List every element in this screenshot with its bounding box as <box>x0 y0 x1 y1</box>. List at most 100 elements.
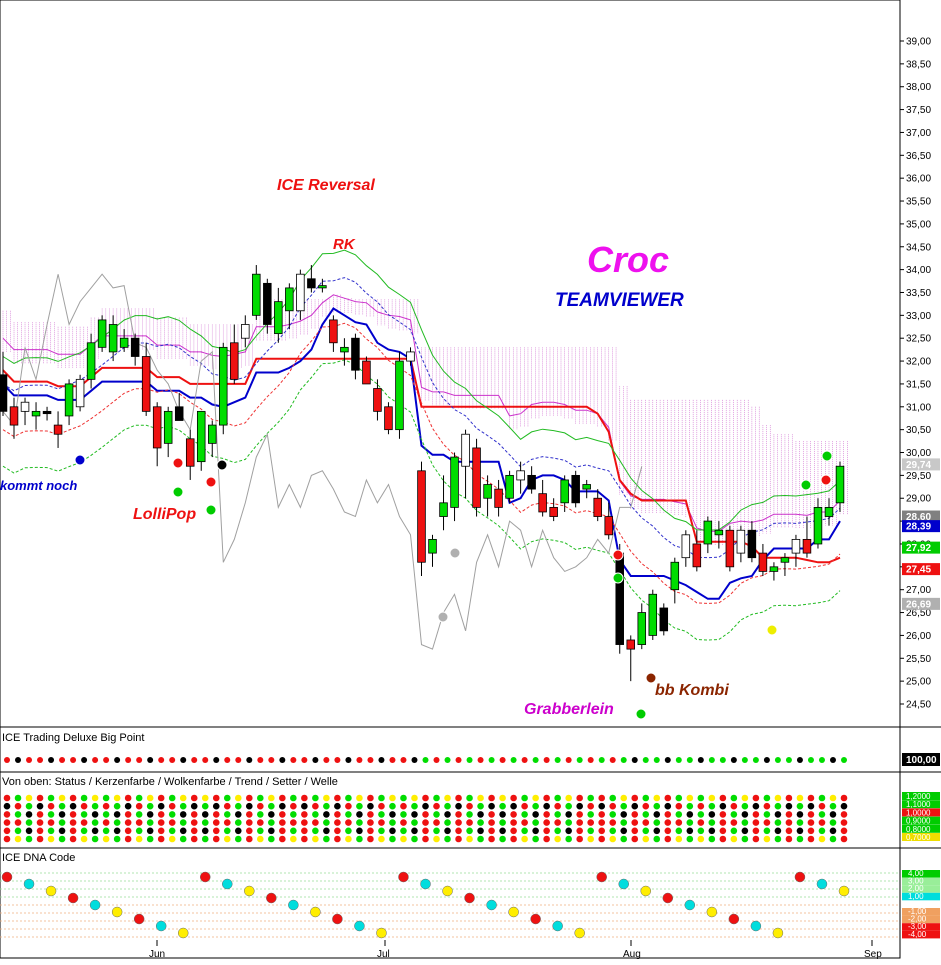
status-dot <box>58 811 66 818</box>
status-dot <box>356 835 363 843</box>
candle-body <box>714 529 724 536</box>
big-point-dot <box>510 757 517 763</box>
status-dot <box>345 827 352 835</box>
status-dot <box>257 819 264 826</box>
status-dot <box>444 827 451 835</box>
status-dot <box>400 835 407 843</box>
big-point-dot <box>389 757 396 763</box>
status-dot <box>433 802 440 810</box>
status-dot <box>675 819 683 826</box>
status-dot <box>576 835 583 843</box>
status-dot <box>763 794 771 802</box>
annotation-grabberlein: Grabberlein <box>524 701 614 718</box>
status-dot <box>323 811 330 818</box>
status-dot <box>642 827 650 835</box>
candle-body <box>406 351 415 362</box>
status-dot <box>389 827 396 835</box>
big-point-dot <box>92 757 99 763</box>
candle-body <box>593 497 602 517</box>
chart-title: TEAMVIEWER <box>555 290 684 311</box>
status-dot <box>829 827 837 835</box>
big-point-dot <box>235 757 242 763</box>
status-dot <box>69 794 77 802</box>
dna-dot <box>89 899 101 911</box>
status-dot <box>807 827 815 835</box>
annotation-ice-reversal: ICE Reversal <box>277 177 375 194</box>
big-point-dot <box>202 757 209 763</box>
candle-body <box>340 346 349 353</box>
y-tick-label: 36,00 <box>906 174 931 185</box>
dna-dot <box>155 920 167 932</box>
dna-dot <box>816 878 828 890</box>
dna-tag <box>902 915 940 924</box>
status-dot <box>565 794 572 802</box>
status-dot <box>642 802 650 810</box>
status-dot <box>157 835 165 843</box>
status-dot <box>521 827 528 835</box>
dna-tag <box>902 892 940 901</box>
big-point-dot <box>631 757 638 763</box>
status-dot <box>686 819 694 826</box>
big-point-dot <box>158 757 165 763</box>
price-tag <box>902 458 940 471</box>
candle-body <box>64 383 74 417</box>
status-dot <box>323 794 330 802</box>
big-point-dot <box>136 757 143 763</box>
status-dot <box>25 794 33 802</box>
status-dot <box>367 819 374 826</box>
price-tag-label: 27,92 <box>906 543 931 554</box>
x-tick-label: Jul <box>377 949 390 960</box>
big-point-dot <box>323 757 330 763</box>
candle-body <box>681 534 691 559</box>
status-dot <box>807 819 815 826</box>
status-dot <box>245 794 253 802</box>
y-tick-label: 30,50 <box>906 425 931 436</box>
big-point-dot <box>499 757 506 763</box>
status-dot <box>708 827 716 835</box>
candle-body <box>230 342 239 380</box>
status-dot <box>840 835 848 843</box>
y-tick-label: 31,50 <box>906 379 931 390</box>
dna-tag <box>902 923 940 931</box>
status-dot <box>69 819 77 826</box>
status-dot <box>290 827 297 835</box>
status-dot <box>234 811 242 818</box>
signal-dot <box>821 450 833 462</box>
status-dot <box>135 794 143 802</box>
status-dot <box>146 802 154 810</box>
status-dot <box>752 802 760 810</box>
status-dot <box>367 827 374 835</box>
dna-dot <box>398 871 409 883</box>
status-dot <box>245 802 253 810</box>
status-dot <box>521 802 528 810</box>
status-dot <box>223 802 231 810</box>
y-tick-label: 37,00 <box>906 128 931 139</box>
candle-body <box>538 493 547 513</box>
candle-body <box>626 639 636 650</box>
status-dot <box>829 794 837 802</box>
dna-dot <box>706 906 718 918</box>
status-dot <box>675 835 683 843</box>
status-dot <box>312 835 319 843</box>
signal-dot <box>172 457 184 469</box>
price-tag-label: 26,69 <box>906 599 931 610</box>
big-point-dot <box>147 757 154 763</box>
status-dot <box>807 811 815 818</box>
big-point-dot <box>268 757 275 763</box>
status-dot <box>223 819 231 826</box>
status-dot <box>356 811 363 818</box>
status-tag <box>902 833 940 841</box>
status-dot <box>323 819 330 826</box>
status-dot <box>598 811 606 818</box>
status-dot <box>466 794 473 802</box>
candle-body <box>505 474 514 499</box>
dna-tag-label: -3,00 <box>908 922 927 931</box>
status-dot <box>554 827 561 835</box>
status-dot <box>190 811 198 818</box>
big-point-dot <box>400 757 407 763</box>
candle-body <box>31 410 41 417</box>
status-dot <box>102 802 110 810</box>
x-tick-label: Sep <box>864 949 882 960</box>
status-dot <box>25 819 33 826</box>
big-point-dot <box>312 757 319 763</box>
